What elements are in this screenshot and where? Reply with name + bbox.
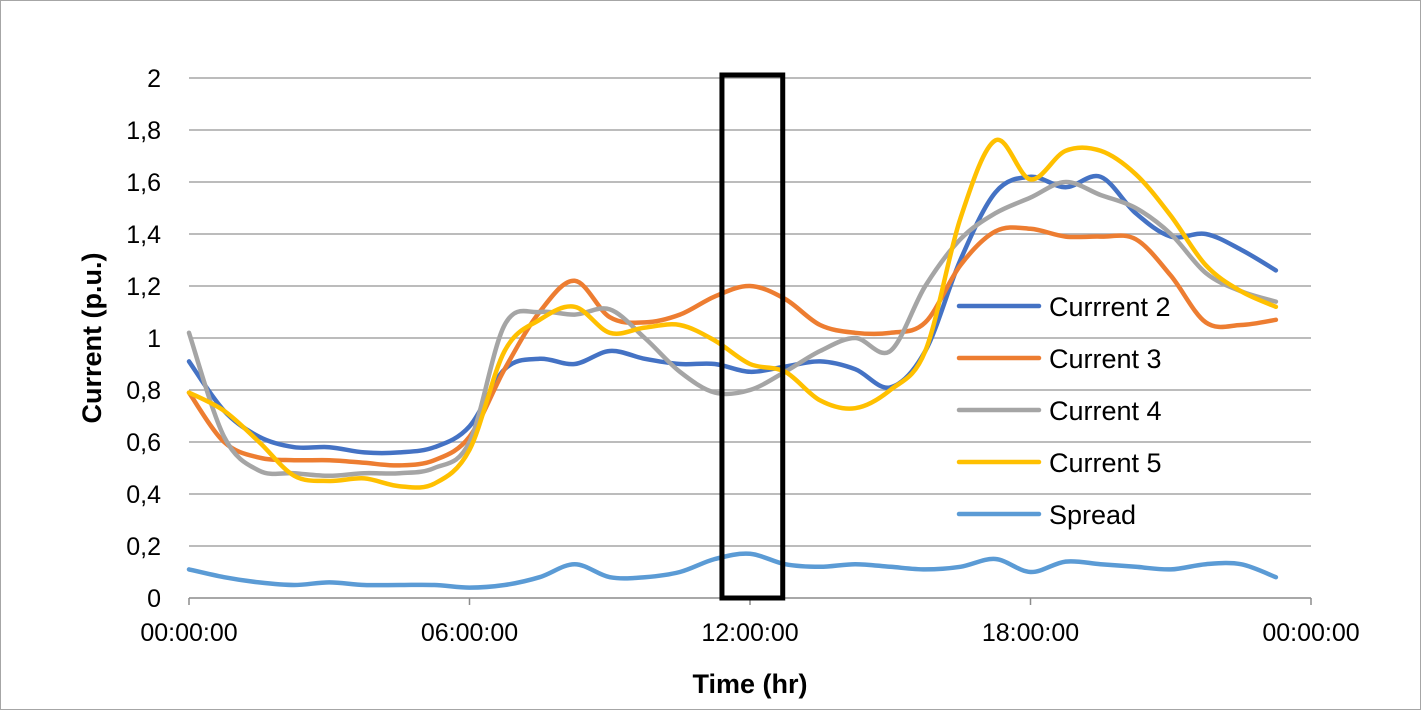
gridlines: [189, 77, 1311, 599]
series-line-current-4: [186, 179, 1279, 479]
y-tick-label: 1: [147, 325, 161, 353]
x-axis-title: Time (hr): [692, 669, 807, 699]
series-lines: [186, 137, 1279, 590]
y-tick-label: 0,2: [126, 533, 161, 561]
x-tick-label: 18:00:00: [982, 619, 1079, 647]
x-tick-label: 06:00:00: [421, 619, 518, 647]
series-line-spread: [186, 551, 1279, 590]
y-tick-label: 1,4: [126, 221, 161, 249]
legend-label-current-5: Current 5: [1049, 448, 1162, 478]
legend: Currrent 2 Current 3 Current 4 Current 5 Spr…: [956, 292, 1171, 530]
series-line-current-5: [186, 137, 1279, 490]
y-tick-label: 1,6: [126, 169, 161, 197]
x-tick-label: 00:00:00: [140, 619, 237, 647]
highlight-box: [719, 72, 786, 601]
y-tick-label: 0,4: [126, 481, 161, 509]
y-axis-ticks: 0 0,2 0,4 0,6 0,8 1 1,2 1,4 1,6 1,8 2: [126, 65, 161, 613]
y-axis-title: Current (p.u.): [77, 253, 107, 424]
x-tick-label: 12:00:00: [701, 619, 798, 647]
x-axis-ticks: 00:00:00 06:00:00 12:00:00 18:00:00 00:00:00: [140, 598, 1360, 647]
legend-label-spread: Spread: [1049, 500, 1136, 530]
y-tick-label: 1,8: [126, 117, 161, 145]
y-tick-label: 0,8: [126, 377, 161, 405]
x-tick-label: 00:00:00: [1262, 619, 1359, 647]
y-tick-label: 0,6: [126, 429, 161, 457]
legend-label-current-3: Current 3: [1049, 344, 1162, 374]
y-tick-label: 1,2: [126, 273, 161, 301]
y-tick-label: 2: [147, 65, 161, 93]
legend-label-currrent-2: Currrent 2: [1049, 292, 1171, 322]
legend-label-current-4: Current 4: [1049, 396, 1162, 426]
series-line-currrent-2: [186, 173, 1279, 456]
series-line-current-3: [186, 225, 1279, 468]
y-tick-label: 0: [147, 585, 161, 613]
